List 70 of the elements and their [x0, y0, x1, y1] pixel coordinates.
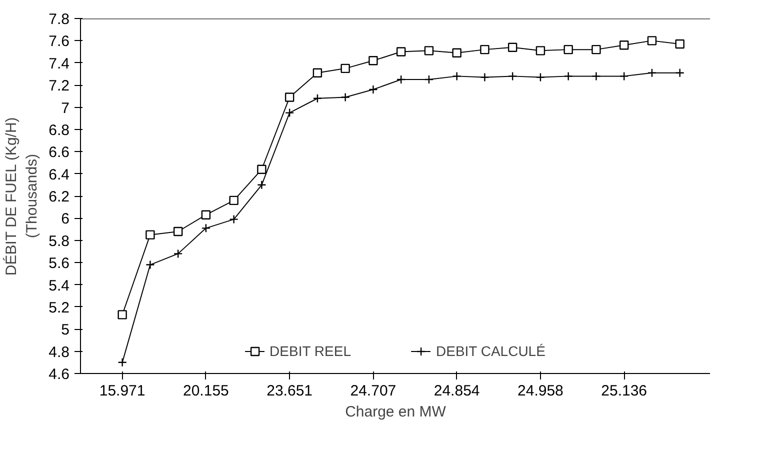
- point: [592, 72, 601, 81]
- x-tick-label: 23.651: [266, 382, 313, 400]
- x-tick-label: 24.958: [518, 382, 564, 400]
- point: [146, 260, 155, 270]
- legend-label: DEBIT CALCULÉ: [436, 343, 546, 359]
- point: [340, 64, 350, 74]
- point: [452, 72, 462, 81]
- y-tick-label: 6.2: [48, 188, 70, 206]
- y-tick-label: 5.4: [48, 277, 70, 294]
- point: [284, 108, 294, 118]
- point: [229, 196, 238, 206]
- y-tick-label: 6.6: [48, 144, 70, 162]
- x-tick-label: 25.136: [601, 382, 648, 400]
- point: [647, 68, 657, 78]
- point: [118, 358, 127, 368]
- y-tick-label: 5: [61, 322, 70, 339]
- y-tick-label: 7.4: [48, 55, 70, 72]
- y-tick-label: 6: [61, 210, 70, 228]
- y-tick-label: 5.2: [48, 299, 70, 316]
- y-tick-label: 7.6: [48, 33, 70, 50]
- y-tick-label: 7.8: [48, 11, 70, 28]
- y-tick-label: 6.8: [48, 122, 70, 139]
- point: [368, 84, 378, 94]
- point: [396, 74, 406, 84]
- point: [284, 92, 294, 102]
- point: [675, 39, 684, 49]
- point: [424, 46, 434, 56]
- y-tick-label: 4.6: [48, 366, 70, 383]
- y-tick-label: 5.8: [48, 232, 70, 250]
- y-tick-label: 7.2: [48, 78, 70, 95]
- x-axis-title: Charge en MW: [345, 404, 447, 420]
- x-tick-label: 15.971: [99, 382, 146, 400]
- point: [118, 310, 127, 320]
- point: [173, 226, 183, 236]
- point: [201, 224, 211, 233]
- point: [312, 68, 322, 78]
- point: [647, 36, 657, 46]
- x-tick-label: 24.854: [434, 382, 480, 400]
- point: [508, 42, 518, 52]
- point: [340, 92, 350, 102]
- y-tick-label: 4.8: [48, 344, 70, 361]
- point: [564, 72, 573, 81]
- point: [396, 47, 406, 56]
- point: [424, 74, 434, 84]
- y-tick-label: 7: [61, 100, 70, 117]
- point: [592, 44, 601, 54]
- point: [675, 68, 684, 78]
- y-axis-title: DÉBIT DE FUEL (Kg/H) (Thousands): [2, 117, 41, 276]
- point: [619, 40, 629, 50]
- point: [257, 164, 266, 174]
- legend-label: DEBIT REEL: [270, 343, 351, 359]
- point: [452, 48, 462, 58]
- point: [480, 72, 490, 82]
- point: [480, 44, 490, 54]
- point: [229, 214, 238, 224]
- y-tick-label: 5.6: [48, 255, 70, 272]
- point: [368, 56, 378, 66]
- point: [619, 72, 629, 81]
- y-tick-label: 6.4: [48, 166, 70, 184]
- x-tick-label: 20.155: [183, 382, 229, 400]
- point: [536, 72, 546, 82]
- point: [536, 46, 546, 56]
- point: [146, 230, 155, 240]
- point: [173, 249, 183, 258]
- point: [508, 72, 518, 81]
- point: [564, 44, 573, 54]
- point: [257, 180, 266, 190]
- point: [312, 94, 322, 103]
- point: [201, 210, 211, 220]
- x-tick-label: 24.707: [350, 382, 396, 400]
